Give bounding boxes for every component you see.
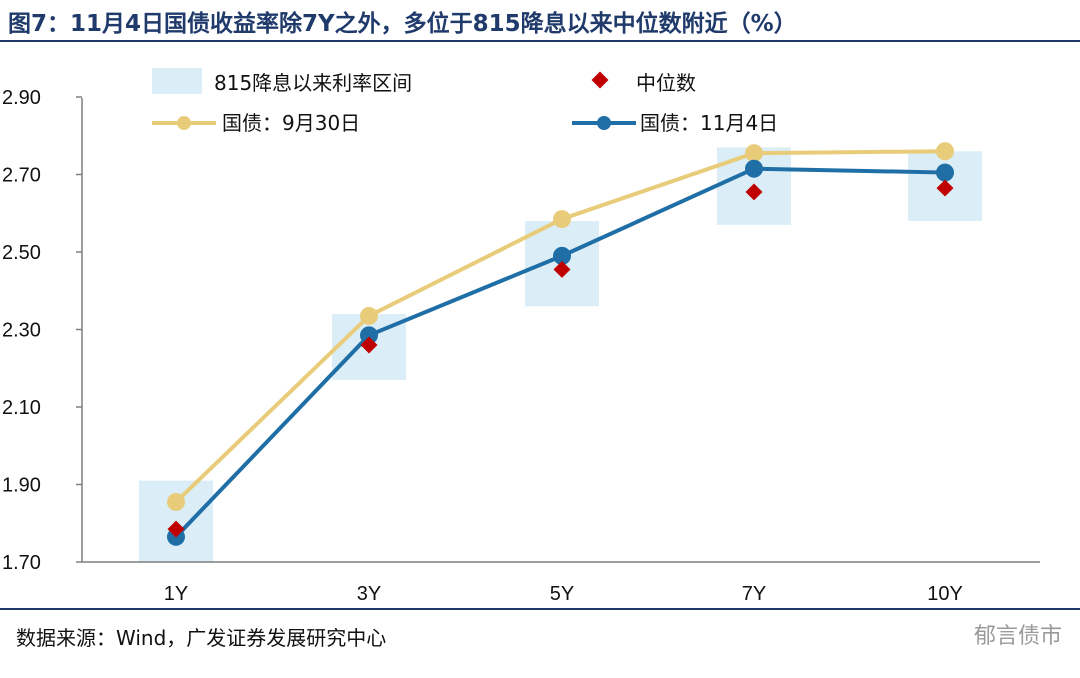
axes: 2.90 2.70 2.50 2.30 2.10 1.90 1.70 1Y 3Y 5Y 7Y 10Y — [2, 87, 1040, 605]
y-tick-label: 2.50 — [2, 242, 41, 264]
y-tick-label: 1.90 — [2, 475, 41, 497]
title-rule — [0, 40, 1080, 42]
y-tick-label: 2.30 — [2, 320, 41, 342]
watermark: 郁言债市 — [973, 624, 1062, 649]
legend-nov4-marker — [597, 116, 611, 130]
x-tick-label: 1Y — [164, 583, 188, 605]
x-tick-label: 7Y — [742, 583, 766, 605]
legend-range-label: 815降息以来利率区间 — [214, 71, 412, 95]
median-marker — [745, 183, 763, 201]
median-marker — [936, 179, 954, 197]
legend-range-swatch — [152, 68, 202, 94]
series-1-point — [745, 144, 763, 163]
series-1-point — [936, 142, 954, 161]
median-marker — [360, 336, 378, 354]
y-tick-label: 2.10 — [2, 397, 41, 419]
series-2-point — [936, 163, 954, 182]
range-bands — [139, 147, 982, 562]
series-1-point — [167, 492, 185, 511]
legend: 815降息以来利率区间 中位数 国债：9月30日 国债：11月4日 — [152, 68, 778, 135]
footer-rule — [0, 608, 1080, 610]
legend-median-label: 中位数 — [636, 71, 696, 95]
source-note: 数据来源：Wind，广发证券发展研究中心 — [16, 626, 387, 650]
legend-sep30-label: 国债：9月30日 — [222, 111, 360, 135]
median-marker — [553, 260, 571, 278]
legend-median-marker — [591, 71, 609, 89]
series-2-point — [745, 159, 763, 178]
chart-title: 图7：11月4日国债收益率除7Y之外，多位于815降息以来中位数附近（%） — [8, 11, 797, 37]
legend-nov4-label: 国债：11月4日 — [640, 111, 778, 135]
y-tick-label: 2.70 — [2, 165, 41, 187]
x-tick-label: 5Y — [550, 583, 574, 605]
series-2-point — [360, 326, 378, 345]
x-tick-label: 10Y — [927, 583, 963, 605]
series-2-point — [553, 246, 571, 265]
series-1-point — [553, 210, 571, 229]
y-tick-label: 1.70 — [2, 552, 41, 574]
median-marker — [167, 520, 185, 538]
x-tick-label: 3Y — [357, 583, 381, 605]
y-tick-label: 2.90 — [2, 87, 41, 109]
series-lines — [167, 142, 954, 546]
series-1-point — [360, 306, 378, 325]
series-line-1 — [174, 149, 946, 504]
legend-sep30-marker — [177, 116, 191, 130]
